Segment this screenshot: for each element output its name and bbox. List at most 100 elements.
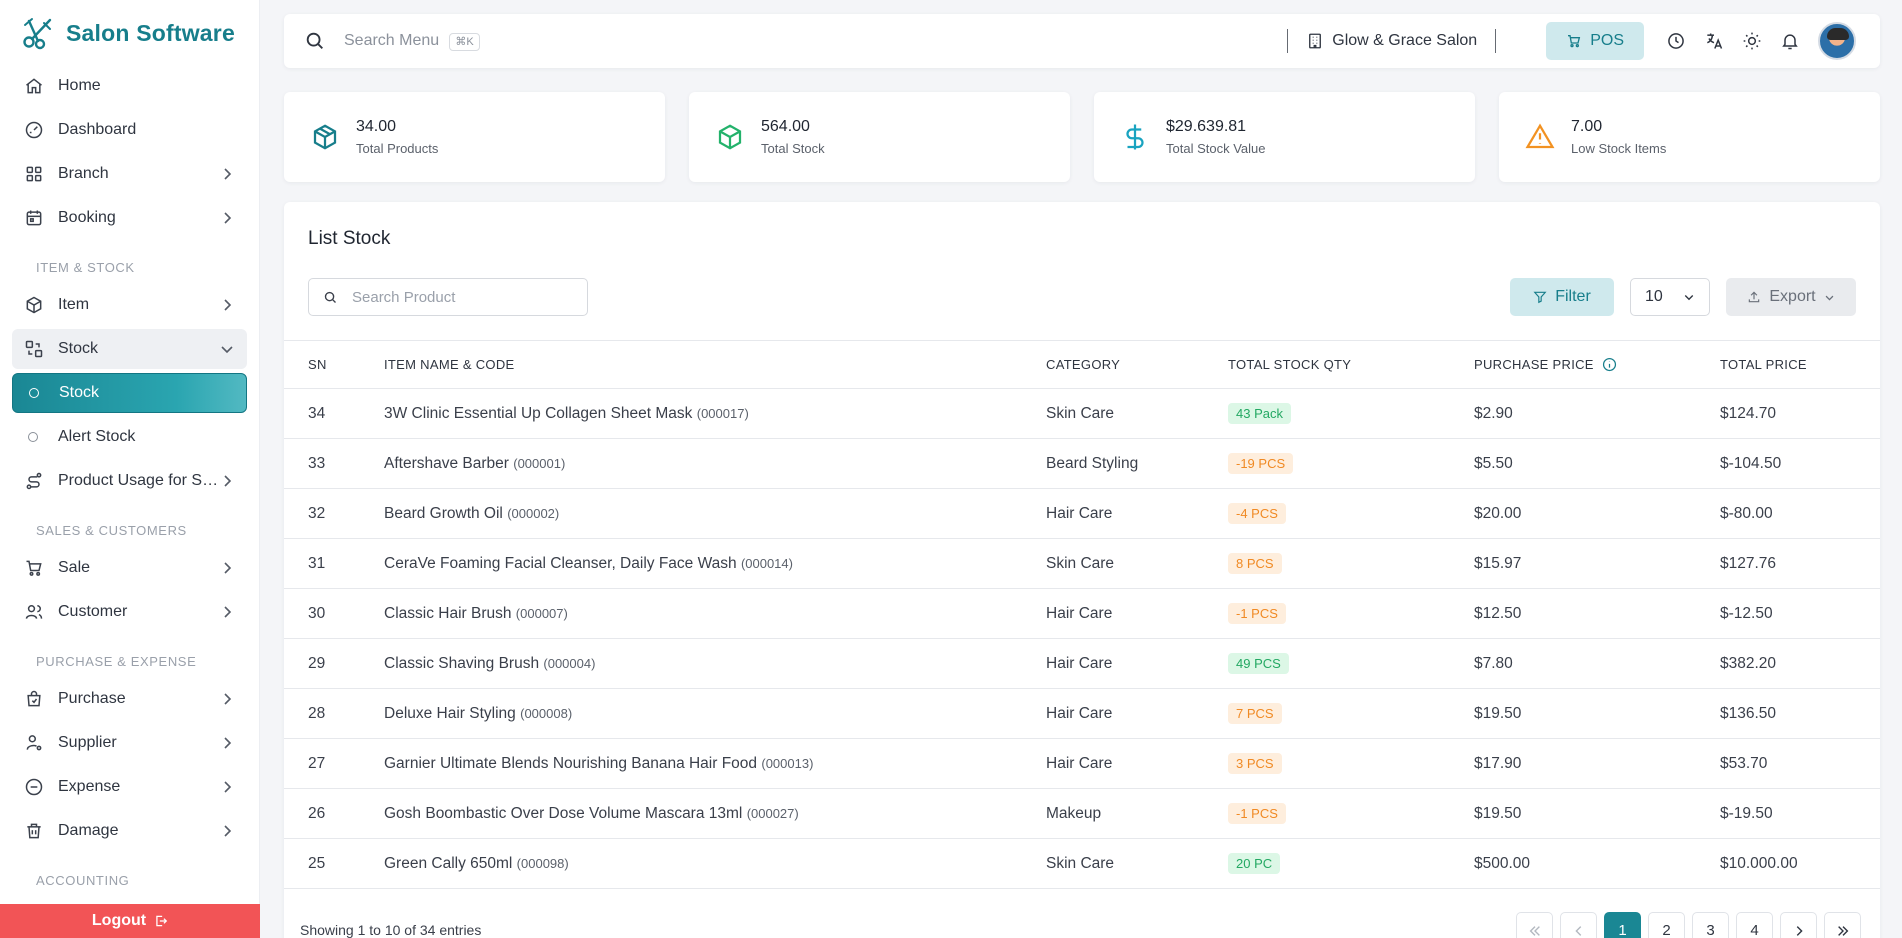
next-page-button[interactable]	[1780, 912, 1817, 938]
chevron-right-icon	[224, 606, 232, 618]
sidebar-item-label: Expense	[58, 778, 121, 795]
sidebar-item-stock[interactable]: Stock	[12, 329, 247, 369]
page-button-4[interactable]: 4	[1736, 912, 1773, 938]
cell-item: Beard Growth Oil (000002)	[384, 488, 1046, 539]
sidebar-item-label: Supplier	[58, 734, 117, 751]
column-header-label: PURCHASE PRICE	[1474, 357, 1594, 372]
table-row[interactable]: 34 3W Clinic Essential Up Collagen Sheet …	[284, 388, 1880, 439]
info-icon[interactable]	[1602, 357, 1617, 372]
building-icon	[1309, 33, 1322, 49]
sidebar-item-item[interactable]: Item	[12, 285, 247, 325]
stat-value: 7.00	[1571, 118, 1603, 135]
grid-icon	[26, 166, 42, 182]
sidebar-item-purchase[interactable]: Purchase	[12, 679, 247, 719]
page-button-3[interactable]: 3	[1692, 912, 1729, 938]
cell-total-price: $-12.50	[1720, 588, 1880, 639]
table-row[interactable]: 27 Garnier Ultimate Blends Nourishing Ban…	[284, 738, 1880, 789]
item-name: Gosh Boombastic Over Dose Volume Mascara…	[384, 804, 743, 822]
table-row[interactable]: 33 Aftershave Barber (000001) Beard Stylin…	[284, 438, 1880, 489]
last-page-button[interactable]	[1824, 912, 1861, 938]
sidebar-item-sale[interactable]: Sale	[12, 548, 247, 588]
cell-qty: -4 PCS	[1228, 488, 1474, 539]
sidebar-item-product-usage[interactable]: Product Usage for Se...	[12, 461, 247, 501]
cell-category: Skin Care	[1046, 388, 1228, 439]
logout-button[interactable]: Logout	[0, 904, 260, 938]
brand[interactable]: Salon Software	[0, 0, 259, 66]
chevron-right-icon	[224, 168, 232, 180]
sidebar-item-customer[interactable]: Customer	[12, 592, 247, 632]
column-header-sn[interactable]: SN	[284, 340, 384, 389]
item-name: Green Cally 650ml	[384, 854, 513, 872]
pos-button[interactable]: POS	[1546, 22, 1644, 60]
sidebar-item-home[interactable]: Home	[12, 66, 247, 106]
table-row[interactable]: 30 Classic Hair Brush (000007) Hair Care -1…	[284, 588, 1880, 639]
filter-button[interactable]: Filter	[1510, 278, 1614, 316]
cell-category: Hair Care	[1046, 688, 1228, 739]
sidebar-item-dashboard[interactable]: Dashboard	[12, 110, 247, 150]
cell-qty: 49 PCS	[1228, 638, 1474, 689]
sidebar-item-supplier[interactable]: Supplier	[12, 723, 247, 763]
cube-icon	[26, 296, 42, 314]
sidebar-item-branch[interactable]: Branch	[12, 154, 247, 194]
users-icon	[25, 605, 43, 619]
sun-icon[interactable]	[1742, 31, 1762, 51]
branch-selector[interactable]: Glow & Grace Salon	[1288, 32, 1495, 50]
stock-qty-badge: -1 PCS	[1228, 803, 1286, 824]
table-row[interactable]: 31 CeraVe Foaming Facial Cleanser, Daily …	[284, 538, 1880, 589]
item-code: (000098)	[516, 855, 569, 871]
avatar[interactable]	[1818, 22, 1856, 60]
stock-qty-badge: -4 PCS	[1228, 503, 1286, 524]
table-row[interactable]: 25 Green Cally 650ml (000098) Skin Care 20 …	[284, 838, 1880, 889]
item-code: (000008)	[520, 705, 573, 721]
export-label: Export	[1769, 288, 1816, 305]
sidebar-item-damage[interactable]: Damage	[12, 811, 247, 851]
cell-qty: 43 Pack	[1228, 388, 1474, 439]
sidebar-item-label: Purchase	[58, 690, 126, 707]
menu-search[interactable]: Search Menu ⌘K	[304, 30, 1287, 52]
chevron-right-icon	[224, 693, 232, 705]
cell-total-price: $124.70	[1720, 388, 1880, 439]
export-button[interactable]: Export	[1726, 278, 1856, 316]
topbar-actions	[1666, 22, 1856, 60]
sidebar-item-label: Product Usage for Se...	[58, 472, 219, 489]
stock-qty-badge: 7 PCS	[1228, 703, 1282, 724]
item-code: (000001)	[513, 455, 566, 471]
sidebar-item-expense[interactable]: Expense	[12, 767, 247, 807]
per-page-select[interactable]: 10	[1630, 278, 1710, 316]
column-header-category[interactable]: CATEGORY	[1046, 340, 1228, 389]
column-header-purchase-price[interactable]: PURCHASE PRICE	[1474, 340, 1720, 389]
sidebar-item-label: Stock	[58, 340, 99, 357]
table-row[interactable]: 32 Beard Growth Oil (000002) Hair Care -4 P…	[284, 488, 1880, 539]
bell-icon[interactable]	[1780, 31, 1800, 51]
cell-category: Makeup	[1046, 788, 1228, 839]
column-header-item[interactable]: ITEM NAME & CODE	[384, 340, 1046, 389]
clock-icon[interactable]	[1666, 31, 1686, 51]
sidebar-subitem-stock[interactable]: Stock	[12, 373, 247, 413]
cell-purchase-price: $19.50	[1474, 788, 1720, 839]
cell-qty: -1 PCS	[1228, 588, 1474, 639]
cell-total-price: $136.50	[1720, 688, 1880, 739]
cell-item: Classic Shaving Brush (000004)	[384, 638, 1046, 689]
chevron-down-icon	[1684, 295, 1694, 301]
translate-icon[interactable]	[1704, 31, 1724, 51]
stock-qty-badge: 43 Pack	[1228, 403, 1291, 424]
cell-item: Gosh Boombastic Over Dose Volume Mascara…	[384, 788, 1046, 839]
branch-name: Glow & Grace Salon	[1332, 32, 1478, 49]
item-name: Deluxe Hair Styling	[384, 704, 516, 722]
cell-item: Deluxe Hair Styling (000008)	[384, 688, 1046, 739]
table-row[interactable]: 29 Classic Shaving Brush (000004) Hair Car…	[284, 638, 1880, 689]
pos-label: POS	[1590, 32, 1624, 49]
page-button-1[interactable]: 1	[1604, 912, 1641, 938]
page-button-2[interactable]: 2	[1648, 912, 1685, 938]
cell-total-price: $10.000.00	[1720, 838, 1880, 889]
sidebar-subitem-alert-stock[interactable]: Alert Stock	[12, 417, 247, 457]
stat-caption: Total Stock Value	[1166, 141, 1266, 156]
column-header-total-price[interactable]: TOTAL PRICE	[1720, 340, 1880, 389]
table-row[interactable]: 26 Gosh Boombastic Over Dose Volume Masca…	[284, 788, 1880, 839]
table-row[interactable]: 28 Deluxe Hair Styling (000008) Hair Care 7…	[284, 688, 1880, 739]
column-header-qty[interactable]: TOTAL STOCK QTY	[1228, 340, 1474, 389]
first-page-button[interactable]	[1516, 912, 1553, 938]
sidebar-item-booking[interactable]: Booking	[12, 198, 247, 238]
product-search-input[interactable]: Search Product	[308, 278, 588, 316]
prev-page-button[interactable]	[1560, 912, 1597, 938]
